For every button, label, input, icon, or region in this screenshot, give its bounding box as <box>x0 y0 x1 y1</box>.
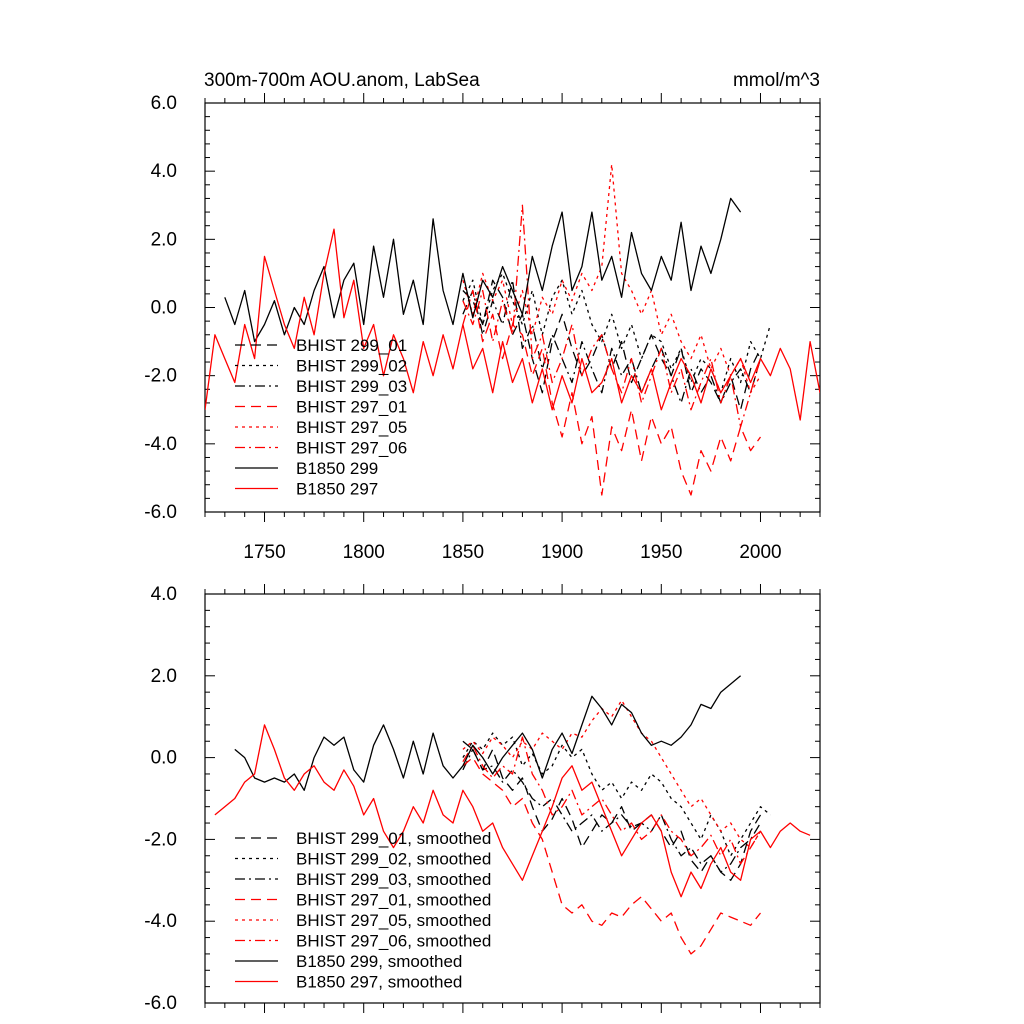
series-line <box>462 289 762 496</box>
series-line <box>462 740 762 881</box>
top-xtick-label: 1800 <box>343 542 385 563</box>
series-line <box>224 197 742 343</box>
top-xtick-label: 1950 <box>640 542 682 563</box>
legend-label: BHIST 299_03 <box>296 377 407 396</box>
legend-label: BHIST 299_02 <box>296 357 407 376</box>
legend-label: B1850 299, smoothed <box>296 952 462 971</box>
legend-label: B1850 297, smoothed <box>296 973 462 992</box>
legend-label: BHIST 299_03, smoothed <box>296 870 491 889</box>
top-ytick-label: 0.0 <box>151 298 177 319</box>
series-line <box>462 279 762 404</box>
top-xtick-label: 1750 <box>243 542 285 563</box>
bottom-plot-frame <box>204 593 821 1004</box>
chart-units: mmol/m^3 <box>733 70 820 91</box>
top-ytick-label: -4.0 <box>144 434 177 455</box>
bottom-panel: -6.0 -4.0 -2.0 0.0 2.0 4.0 BHIST 299_01, smoot… <box>144 584 821 1014</box>
series-line <box>234 675 742 791</box>
chart-title: 300m-700m AOU.anom, LabSea <box>204 70 480 91</box>
bottom-ytick-label: 2.0 <box>151 666 177 687</box>
top-xtick-label: 1850 <box>442 542 484 563</box>
top-xtick-label: 1900 <box>541 542 583 563</box>
top-ytick-label: -2.0 <box>144 366 177 387</box>
legend-label: BHIST 297_05 <box>296 418 407 437</box>
series-line <box>462 699 762 849</box>
top-series-group <box>205 163 820 496</box>
legend-label: BHIST 297_01, smoothed <box>296 891 491 910</box>
series-line <box>462 204 762 428</box>
legend-label: B1850 299 <box>296 459 378 478</box>
series-line <box>462 748 762 873</box>
bottom-ytick-label: -2.0 <box>144 829 177 850</box>
top-ytick-label: 2.0 <box>151 229 177 250</box>
series-line <box>462 736 762 865</box>
series-line <box>205 228 820 421</box>
legend-label: BHIST 299_01 <box>296 336 407 355</box>
series-line <box>462 756 762 955</box>
series-line <box>462 279 762 411</box>
bottom-ytick-label: -4.0 <box>144 911 177 932</box>
legend-label: BHIST 297_01 <box>296 398 407 417</box>
bottom-ytick-label: 0.0 <box>151 748 177 769</box>
legend-label: BHIST 297_06, smoothed <box>296 932 491 951</box>
top-xtick-label: 2000 <box>739 542 781 563</box>
series-line <box>214 724 811 898</box>
legend-label: BHIST 299_01, smoothed <box>296 829 491 848</box>
legend-label: B1850 297 <box>296 480 378 499</box>
bottom-series-group <box>214 675 811 955</box>
series-line <box>462 732 771 857</box>
series-line <box>462 272 772 394</box>
top-panel: -6.0 -4.0 -2.0 0.0 2.0 4.0 6.0 1750 1800 1850 1900… <box>144 93 821 563</box>
legend-label: BHIST 299_02, smoothed <box>296 850 491 869</box>
top-ytick-label: 6.0 <box>151 93 177 114</box>
bottom-ytick-label: -6.0 <box>144 993 177 1014</box>
top-ytick-label: 4.0 <box>151 161 177 182</box>
legend-label: BHIST 297_06 <box>296 439 407 458</box>
top-ytick-label: -6.0 <box>144 502 177 523</box>
legend-label: BHIST 297_05, smoothed <box>296 911 491 930</box>
bottom-ytick-label: 4.0 <box>151 584 177 605</box>
